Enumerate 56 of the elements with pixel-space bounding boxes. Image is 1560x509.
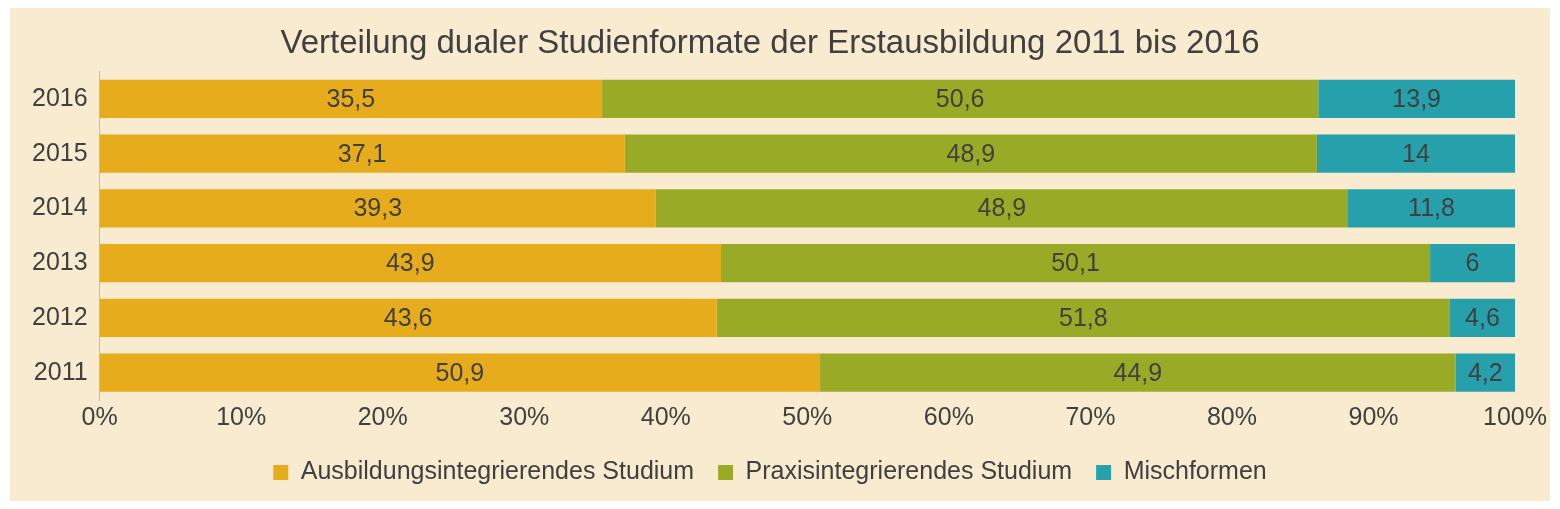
bar	[99, 189, 656, 228]
bar	[716, 298, 1450, 338]
y-tick-label: 2015	[31, 137, 88, 166]
data-label: 50,9	[435, 357, 485, 386]
data-label: 43,9	[385, 248, 435, 277]
x-tick-label: 60%	[923, 401, 974, 430]
legend-label: Mischformen	[1123, 456, 1267, 485]
x-tick-label: 0%	[81, 401, 118, 430]
data-label: 37,1	[337, 138, 387, 167]
data-label: 44,9	[1113, 357, 1163, 386]
x-tick-label: 90%	[1348, 401, 1399, 430]
data-label: 39,3	[353, 193, 403, 222]
data-label: 48,9	[946, 138, 996, 167]
data-label: 14	[1402, 138, 1430, 167]
data-label: 4,6	[1465, 302, 1500, 331]
bar	[624, 134, 1317, 173]
y-tick-label: 2014	[31, 192, 88, 221]
x-tick-label: 10%	[216, 401, 267, 430]
x-tick-label: 80%	[1206, 401, 1257, 430]
x-tick-label: 100%	[1483, 401, 1548, 430]
x-tick-label: 40%	[640, 401, 691, 430]
data-label: 43,6	[383, 302, 433, 331]
bar	[655, 189, 1349, 228]
bar	[1316, 134, 1516, 173]
bar	[820, 353, 1456, 392]
bar	[99, 353, 821, 392]
data-label: 50,1	[1051, 248, 1100, 277]
data-label: 6	[1465, 248, 1480, 277]
x-tick-label: 30%	[499, 401, 550, 430]
bar	[602, 79, 1319, 119]
bar	[99, 244, 721, 283]
data-label: 35,5	[326, 83, 376, 112]
data-label: 13,9	[1392, 83, 1441, 112]
x-tick-label: 20%	[357, 401, 408, 430]
x-tick-label: 70%	[1065, 401, 1116, 430]
legend-label: Praxisintegrierendes Studium	[745, 456, 1073, 485]
bar	[1318, 79, 1516, 119]
y-tick-label: 2011	[33, 356, 88, 385]
legend-label: Ausbildungsintegrierendes Studium	[300, 456, 695, 485]
bar	[720, 244, 1431, 283]
y-tick-label: 2016	[31, 82, 88, 111]
bar	[1430, 244, 1516, 283]
data-label: 11,8	[1408, 193, 1455, 222]
data-label: 48,9	[977, 193, 1027, 222]
data-label: 50,6	[935, 83, 985, 112]
chart-title: Verteilung dualer Studienformate der Erstausbildung 2011 bis 2016	[280, 22, 1260, 60]
bar	[99, 79, 603, 119]
bar	[1348, 189, 1516, 228]
data-label: 4,2	[1467, 357, 1503, 386]
bar	[99, 134, 625, 173]
y-tick-label: 2013	[31, 247, 88, 276]
x-tick-label: 50%	[782, 401, 833, 430]
y-tick-label: 2012	[31, 301, 88, 330]
bar	[1455, 353, 1516, 392]
data-label: 51,8	[1058, 302, 1108, 331]
bar	[99, 298, 717, 338]
